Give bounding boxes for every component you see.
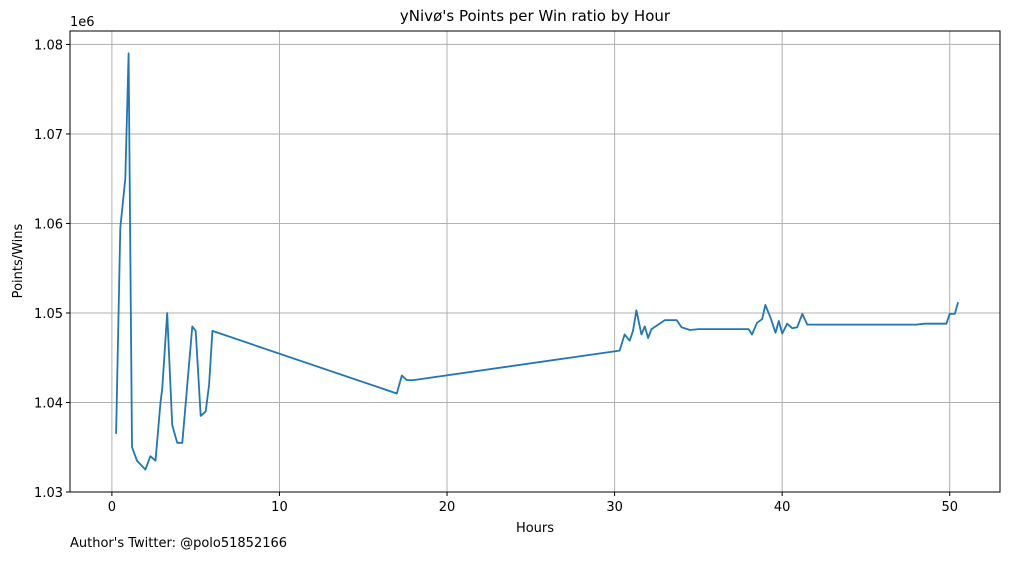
x-axis: 0 10 20 30 40 50 [108,492,958,515]
x-tick-label: 10 [271,500,288,515]
y-tick-label: 1.04 [34,396,63,411]
y-axis: 1.03 1.04 1.05 1.06 1.07 1.08 [34,38,70,501]
x-tick-label: 50 [941,500,958,515]
series-line [115,52,959,471]
series-layer [115,52,959,471]
y-scale-label: 1e6 [70,15,95,30]
author-note: Author's Twitter: @polo51852166 [70,536,288,551]
y-tick-label: 1.06 [34,217,63,232]
x-tick-label: 40 [774,500,791,515]
grid [70,31,1000,493]
y-tick-label: 1.08 [34,38,63,53]
x-tick-label: 0 [108,500,116,515]
y-tick-label: 1.03 [34,486,63,501]
chart-title: yNivø's Points per Win ratio by Hour [400,7,671,25]
x-axis-title: Hours [516,521,554,536]
y-axis-title: Points/Wins [11,223,26,298]
y-tick-label: 1.07 [34,128,63,143]
x-tick-label: 20 [439,500,456,515]
plot-frame [69,30,1001,493]
y-tick-label: 1.05 [34,307,63,322]
x-tick-label: 30 [606,500,623,515]
